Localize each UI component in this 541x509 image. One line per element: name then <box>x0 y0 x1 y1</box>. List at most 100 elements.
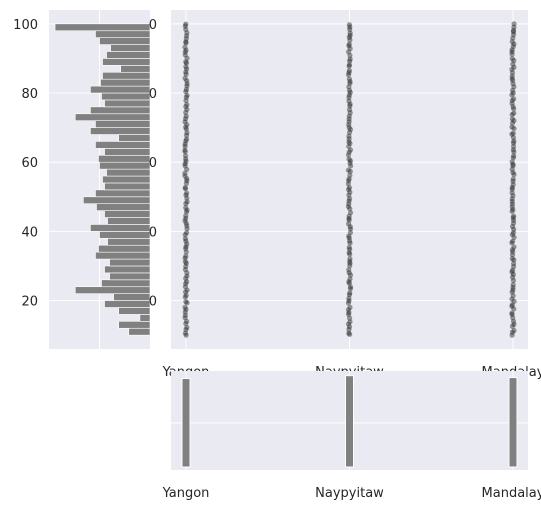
scatter-point <box>184 300 190 306</box>
scatter-point <box>510 140 517 146</box>
scatter-point <box>184 318 190 324</box>
scatter-point <box>346 330 352 336</box>
main-y-tick-label: 0 <box>149 87 157 102</box>
left-histogram-panel: 20 40 60 80 100 <box>13 10 151 349</box>
scatter-point <box>183 215 189 222</box>
scatter-point <box>346 298 352 304</box>
histogram-bar <box>139 314 151 322</box>
scatter-point <box>182 119 188 125</box>
scatter-point <box>509 256 515 262</box>
scatter-point <box>509 269 515 275</box>
scatter-point <box>346 238 353 244</box>
scatter-point <box>346 62 353 68</box>
histogram-bar <box>98 154 151 163</box>
histogram-bar <box>83 196 151 205</box>
histogram-bar <box>90 85 151 94</box>
scatter-point <box>510 215 516 221</box>
scatter-point <box>346 84 352 90</box>
scatter-point <box>511 64 517 70</box>
histogram-bar <box>104 148 151 156</box>
histogram-bar <box>99 37 151 45</box>
scatter-point <box>346 217 352 223</box>
scatter-point <box>510 182 516 188</box>
scatter-point <box>346 122 352 128</box>
scatter-point <box>511 171 517 178</box>
scatter-point <box>182 116 189 122</box>
scatter-point <box>511 226 517 232</box>
scatter-point <box>346 311 352 317</box>
scatter-point <box>510 143 517 150</box>
scatter-point <box>347 37 353 43</box>
scatter-point <box>347 304 353 310</box>
scatter-point <box>509 66 515 72</box>
histogram-bar <box>104 300 151 308</box>
scatter-point <box>345 300 352 306</box>
scatter-point <box>183 205 189 211</box>
histogram-bar <box>120 65 151 73</box>
scatter-point <box>182 52 188 58</box>
scatter-point <box>509 124 515 130</box>
scatter-point <box>347 172 353 178</box>
scatter-point <box>510 315 516 321</box>
scatter-point <box>509 232 515 238</box>
scatter-point <box>346 119 352 125</box>
scatter-point <box>510 293 516 299</box>
scatter-point <box>184 241 190 247</box>
scatter-point <box>183 124 189 130</box>
scatter-point <box>182 173 188 179</box>
scatter-point <box>510 217 517 223</box>
scatter-point <box>182 141 188 147</box>
scatter-point <box>509 252 516 258</box>
histogram-bar <box>54 23 151 32</box>
scatter-point <box>182 312 189 318</box>
scatter-point <box>183 292 189 298</box>
scatter-point <box>346 292 353 298</box>
scatter-point <box>347 258 353 264</box>
scatter-point <box>184 270 190 276</box>
scatter-point <box>509 112 515 118</box>
scatter-point <box>509 116 515 122</box>
histogram-bar <box>100 78 151 87</box>
scatter-point <box>511 84 517 90</box>
category-bar <box>181 378 191 468</box>
main-y-tick-label: 0 <box>149 18 157 33</box>
scatter-point <box>183 306 189 312</box>
histogram-bar <box>90 106 151 115</box>
histogram-bar <box>104 210 151 218</box>
scatter-point <box>346 70 352 76</box>
scatter-point <box>510 267 516 273</box>
scatter-point <box>184 78 190 84</box>
scatter-point <box>346 92 352 98</box>
histogram-bar <box>90 224 151 232</box>
scatter-point <box>347 331 353 337</box>
scatter-point <box>509 92 515 98</box>
histogram-bar <box>110 44 151 52</box>
scatter-point <box>346 250 352 256</box>
bottom-bar-bars <box>181 375 518 468</box>
scatter-point <box>184 273 190 279</box>
scatter-point <box>346 198 352 204</box>
scatter-point <box>509 186 515 192</box>
scatter-point <box>510 147 516 153</box>
scatter-point <box>346 43 352 49</box>
scatter-point <box>347 251 353 257</box>
scatter-point <box>509 97 515 104</box>
scatter-point <box>509 329 516 335</box>
scatter-point <box>346 136 352 142</box>
scatter-point <box>509 190 515 196</box>
scatter-point <box>346 107 353 113</box>
histogram-bar <box>128 327 151 336</box>
scatter-point <box>183 104 189 110</box>
scatter-point <box>347 315 353 321</box>
scatter-point <box>511 306 517 312</box>
scatter-point <box>509 238 516 244</box>
scatter-point <box>510 249 516 255</box>
scatter-point <box>345 307 352 313</box>
scatter-point <box>183 98 189 104</box>
scatter-point <box>347 226 354 232</box>
histogram-bar <box>99 161 151 170</box>
scatter-point <box>509 208 515 214</box>
scatter-point <box>347 160 353 166</box>
scatter-point <box>184 101 190 108</box>
scatter-point <box>511 234 517 240</box>
